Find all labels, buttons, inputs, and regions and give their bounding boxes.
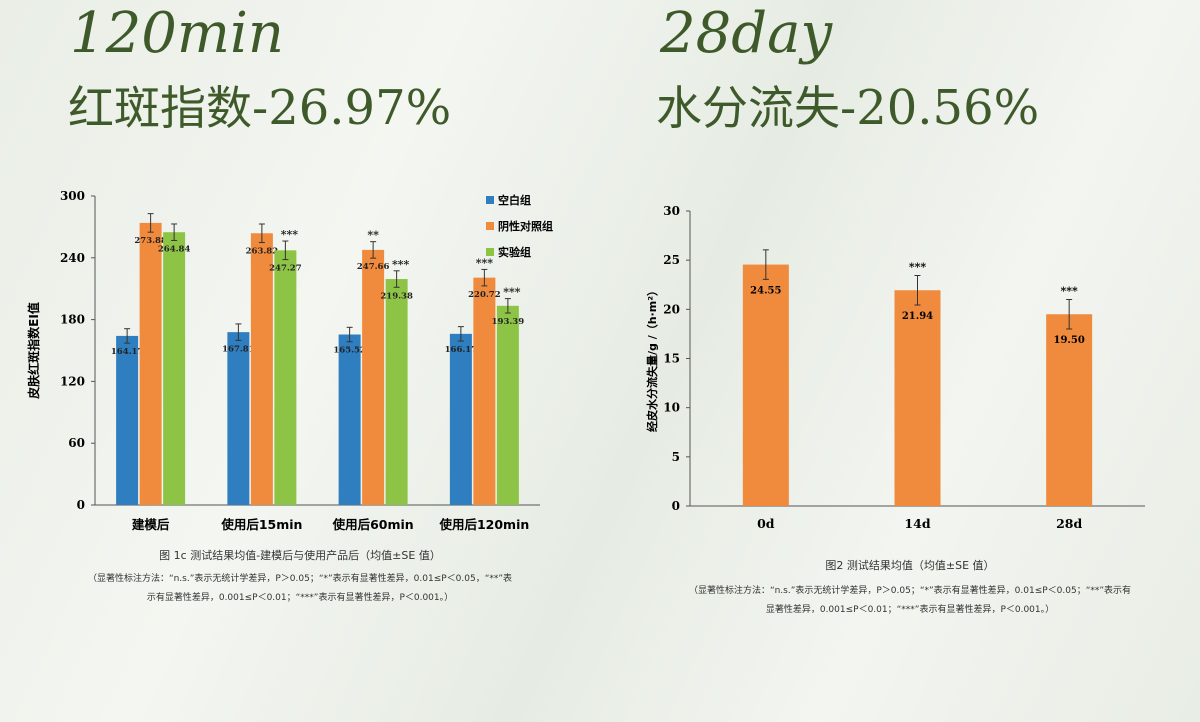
y-tick-label: 25 (663, 253, 680, 267)
y-tick-label: 0 (672, 499, 680, 513)
bar (139, 222, 162, 505)
data-label: 167.81 (222, 344, 255, 354)
legend-label: 阴性对照组 (498, 219, 553, 233)
bar (250, 233, 273, 506)
erythema-bar-chart: 0 60 120 180 240 300 皮肤红斑指数EI值 164.17 273.88264.… (26, 189, 553, 532)
bar (274, 250, 297, 505)
significance-mark: *** (503, 286, 521, 299)
left-subheadline: 红斑指数-26.97% (68, 84, 451, 132)
y-tick-label: 30 (663, 204, 680, 218)
right-subheadline-value: -20.56% (840, 80, 1040, 136)
left-subheadline-text: 红斑指数 (68, 81, 252, 135)
bar (338, 334, 361, 505)
x-tick-label: 使用后60min (332, 517, 414, 532)
legend-swatch (486, 248, 494, 256)
significance-mark: *** (476, 256, 494, 269)
significance-mark: *** (281, 228, 299, 241)
bar (1046, 314, 1093, 506)
x-tick-label: 使用后120min (438, 517, 529, 532)
data-label: 21.94 (902, 311, 933, 322)
y-axis-title: 皮肤红斑指数EI值 (26, 302, 41, 400)
x-tick-label: 14d (904, 516, 930, 531)
left-caption-title: 图 1c 测试结果均值-建模后与使用产品后（均值±SE 值） (159, 549, 441, 562)
x-tick-label: 使用后15min (220, 517, 302, 532)
legend-label: 实验组 (498, 245, 531, 259)
y-tick-label: 5 (672, 450, 680, 464)
data-label: 219.38 (380, 291, 413, 301)
bar (742, 264, 789, 506)
bar (163, 232, 186, 506)
y-tick-label: 60 (68, 436, 85, 450)
data-label: 273.88 (134, 236, 167, 246)
right-subheadline-text: 水分流失 (656, 81, 840, 135)
y-tick-label: 300 (60, 189, 85, 203)
bar (116, 335, 139, 505)
left-headline: 120min (70, 1, 284, 66)
y-tick-label: 240 (60, 251, 85, 265)
left-caption-note-2: 示有显著性差异，0.001≤P＜0.01；“***”表示有显著性差异，P＜0.0… (146, 593, 454, 603)
data-label: 247.27 (269, 264, 302, 274)
significance-mark: ** (367, 229, 379, 242)
bar (894, 290, 941, 506)
legend-swatch (486, 196, 494, 204)
data-label: 264.84 (158, 244, 191, 254)
x-tick-label: 28d (1056, 516, 1082, 531)
y-tick-label: 120 (60, 374, 85, 388)
left-caption-note-1: （显著性标注方法：“n.s.”表示无统计学差异，P＞0.05；“*”表示有显著性… (87, 574, 513, 584)
significance-mark: *** (909, 261, 927, 274)
data-label: 19.50 (1054, 335, 1085, 346)
y-tick-label: 15 (663, 352, 680, 366)
bar (496, 305, 519, 505)
water-loss-bar-chart: 0 5 10 15 20 25 30 经皮水分流失量/g /（h·m²） 24.55 0d 21.9… (645, 204, 1145, 531)
bar (362, 249, 385, 505)
data-label: 263.82 (246, 247, 279, 257)
y-axis-title: 经皮水分流失量/g /（h·m²） (645, 285, 659, 432)
data-label: 193.39 (492, 317, 525, 327)
y-tick-label: 10 (663, 401, 680, 415)
data-label: 220.72 (468, 290, 501, 300)
right-caption-title: 图2 测试结果均值（均值±SE 值） (825, 559, 995, 572)
bar (385, 279, 408, 505)
significance-mark: *** (392, 258, 410, 271)
left-caption: 图 1c 测试结果均值-建模后与使用产品后（均值±SE 值） （显著性标注方法：… (20, 547, 580, 603)
left-subheadline-value: -26.97% (252, 80, 452, 136)
bar (473, 277, 496, 505)
right-caption: 图2 测试结果均值（均值±SE 值） （显著性标注方法：“n.s.”表示无统计学… (640, 557, 1180, 615)
significance-mark: *** (1061, 285, 1079, 298)
right-caption-note-1: （显著性标注方法：“n.s.”表示无统计学差异，P＞0.05；“*”表示有显著性… (688, 586, 1132, 596)
data-label: 164.17 (111, 347, 144, 357)
right-caption-note-2: 显著性差异，0.001≤P＜0.01；“***”表示有显著性差异，P＜0.001… (765, 605, 1055, 615)
y-tick-label: 0 (77, 498, 85, 512)
x-tick-label: 0d (757, 516, 775, 531)
x-tick-label: 建模后 (132, 517, 170, 532)
data-label: 165.52 (333, 346, 366, 356)
right-headline: 28day (660, 1, 833, 66)
right-subheadline: 水分流失-20.56% (656, 84, 1039, 132)
data-label: 166.17 (445, 345, 478, 355)
data-label: 24.55 (750, 285, 781, 296)
bar (227, 332, 250, 505)
y-tick-label: 180 (60, 313, 85, 327)
legend-swatch (486, 222, 494, 230)
data-label: 247.66 (357, 262, 390, 272)
bar (449, 333, 472, 505)
y-tick-label: 20 (663, 302, 680, 316)
legend-label: 空白组 (498, 193, 531, 207)
